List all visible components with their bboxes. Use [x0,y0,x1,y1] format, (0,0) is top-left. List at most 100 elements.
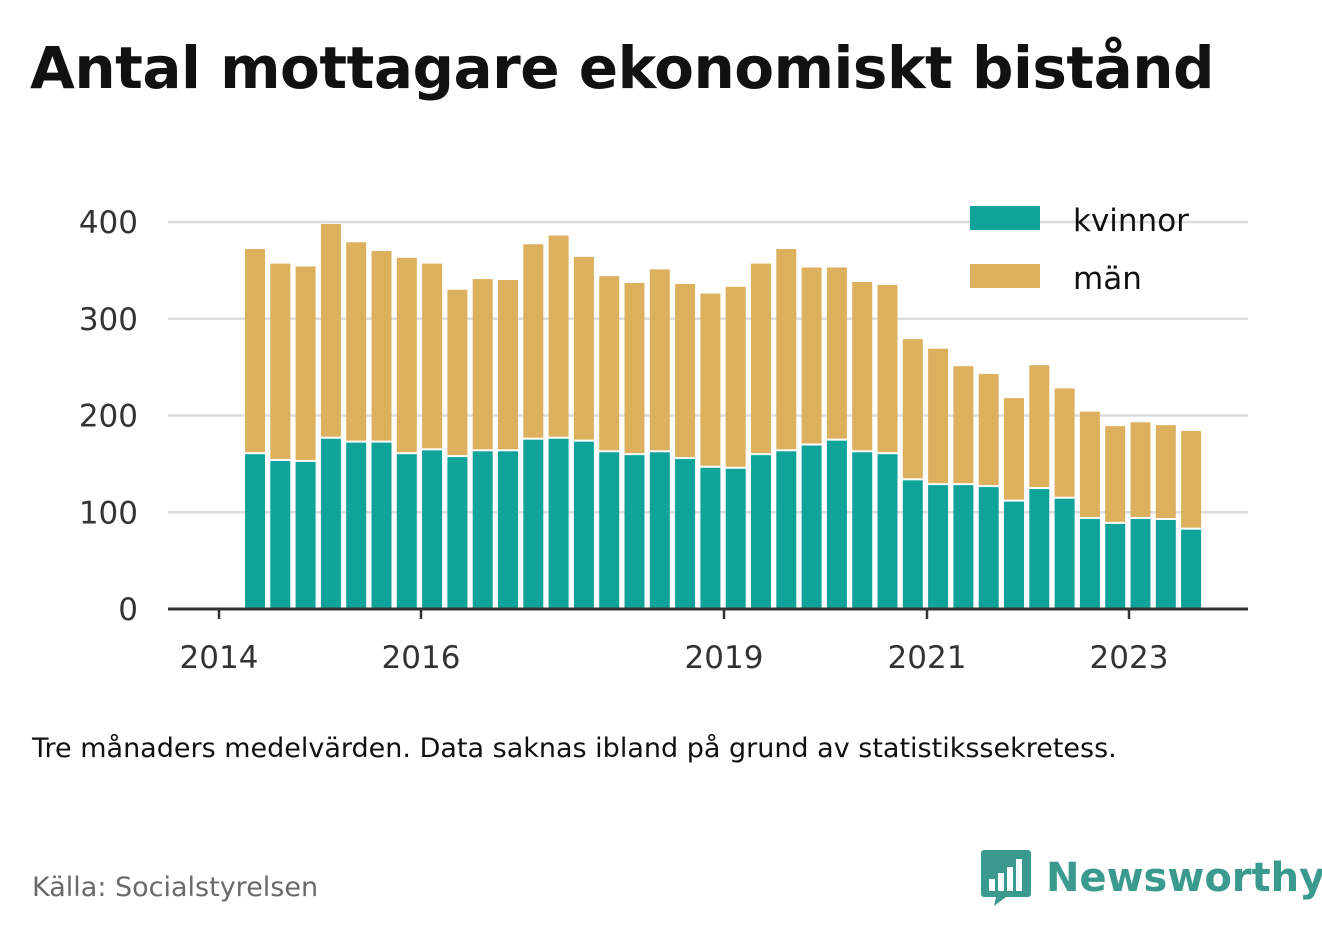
bar-man [1029,365,1050,488]
source-label: Källa: Socialstyrelsen [32,872,319,903]
bar-kvinnor [953,485,974,609]
x-tick-label: 2021 [888,640,967,676]
y-tick-label: 200 [79,399,138,435]
bar-kvinnor [826,440,847,609]
bar-man [928,348,949,484]
bar-man [953,366,974,484]
bar-man [270,263,291,459]
bar-kvinnor [1054,498,1075,609]
bar-kvinnor [928,485,949,609]
bar-kvinnor [649,452,670,609]
bar-man [498,280,518,450]
bar-kvinnor [624,455,645,609]
y-tick-label: 400 [79,205,138,241]
bar-kvinnor [371,442,392,609]
bar-chart: 0 100 200 300 400 2014 2016 2019 2021 2023 kvinno… [79,203,1248,676]
bar-man [548,235,569,437]
bar-man [447,289,468,456]
bar-kvinnor [245,454,265,609]
bar-kvinnor [270,460,291,609]
bar-kvinnor [472,451,493,609]
bar-man [700,293,721,466]
bar-man [371,251,392,441]
bar-man [902,339,923,479]
chart-note: Tre månaders medelvärden. Data saknas ib… [32,733,1117,764]
bar-man [675,283,696,458]
x-tick-label: 2019 [685,640,764,676]
bar-kvinnor [346,442,367,609]
bar-kvinnor [852,452,873,609]
x-tick-label: 2014 [180,640,259,676]
bar-man [1105,426,1126,522]
bar-man [1130,422,1151,518]
bar-kvinnor [675,459,696,609]
bar-kvinnor [573,441,594,609]
legend: kvinnor män [970,203,1189,297]
bar-man [624,282,645,454]
bar-man [1155,425,1176,518]
bar-kvinnor [396,454,417,609]
bar-kvinnor [1029,489,1050,609]
legend-label: kvinnor [1073,203,1189,239]
bar-kvinnor [700,467,721,609]
bar-kvinnor [801,445,822,609]
bar-man [245,249,265,453]
bar-man [599,276,620,451]
bar-man [751,263,771,454]
bar-kvinnor [599,452,620,609]
y-tick-label: 300 [79,302,138,338]
bar-kvinnor [1155,519,1176,609]
x-tick-label: 2016 [382,640,461,676]
legend-label: män [1073,261,1142,297]
bar-man [472,279,493,450]
bar-man [725,286,746,467]
bar-kvinnor [498,451,518,609]
bar-kvinnor [295,461,316,609]
bar-man [295,266,316,460]
bar-man [422,263,443,449]
bar-man [346,242,367,441]
bar-man [852,281,873,451]
bar-man [573,256,594,440]
bar-kvinnor [548,438,569,609]
bar-man [978,373,999,486]
bar-man [1004,398,1024,500]
bar-kvinnor [422,450,443,609]
x-tick-label: 2023 [1090,640,1169,676]
bar-man [1079,411,1100,518]
bar-man [826,267,847,439]
bar-man [877,284,898,453]
bar-kvinnor [1004,501,1024,609]
bar-kvinnor [776,451,797,609]
bar-man [396,257,417,453]
bar-man [1181,430,1202,528]
bar-man [776,249,797,450]
newsworthy-chart-bubble-icon [981,850,1031,906]
bar-man [523,244,544,438]
bar-kvinnor [978,487,999,609]
bar-kvinnor [523,439,544,609]
bar-kvinnor [1181,529,1202,609]
bar-kvinnor [877,454,898,609]
bar-kvinnor [320,438,341,609]
brand-logo: Newsworthy [980,848,1322,908]
bar-kvinnor [447,457,468,609]
bars [245,223,1202,609]
bar-man [1054,388,1075,497]
y-tick-label: 0 [118,592,138,628]
axes: 0 100 200 300 400 2014 2016 2019 2021 2023 [79,205,1248,676]
bar-kvinnor [1079,519,1100,609]
bar-man [801,267,822,444]
legend-swatch [970,206,1040,230]
bar-kvinnor [1105,523,1126,609]
bar-kvinnor [751,455,771,609]
bar-man [649,269,670,451]
chart-title: Antal mottagare ekonomiskt bistånd [30,34,1215,102]
bar-kvinnor [725,468,746,609]
bar-man [320,223,341,437]
brand-name: Newsworthy [1046,855,1322,901]
bar-kvinnor [902,480,923,609]
y-tick-label: 100 [79,495,138,531]
bar-kvinnor [1130,519,1151,609]
legend-swatch [970,264,1040,288]
